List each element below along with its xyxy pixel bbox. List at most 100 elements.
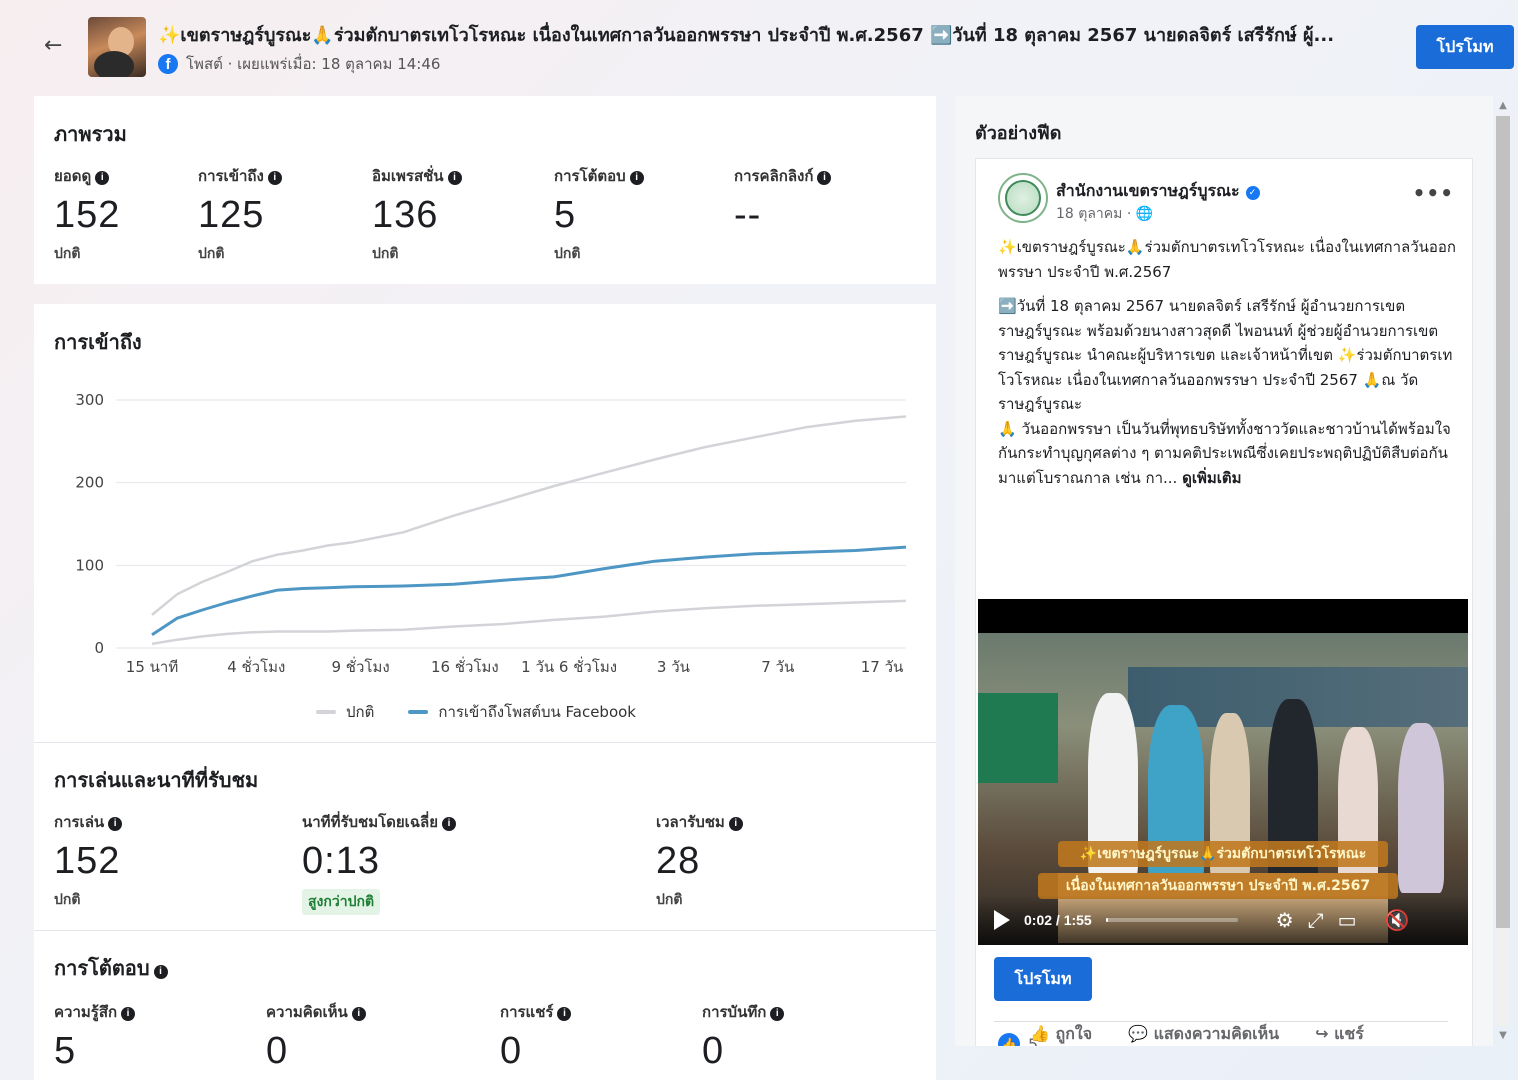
details-card: การเข้าถึง 0 100 200 300 15 นาที 4 ชั่วโมง 9 ช… — [34, 304, 936, 1080]
normal-band-upper-line — [151, 415, 907, 616]
reaction-summary[interactable]: 👍 5 — [998, 1033, 1038, 1046]
metric-value: -- — [734, 194, 762, 236]
section-divider — [34, 930, 936, 931]
metric-value: 152 — [54, 840, 121, 882]
metric-saves: การบันทึก i 0 — [702, 1000, 785, 1073]
scroll-up-icon[interactable]: ▲ — [1499, 100, 1507, 111]
share-action[interactable]: ↪ แชร์ — [1315, 1022, 1364, 1046]
video-sign — [978, 693, 1058, 783]
scrollbar-thumb[interactable] — [1496, 116, 1510, 928]
post-thumbnail — [88, 17, 146, 77]
x-tick-label: 4 ชั่วโมง — [227, 656, 285, 674]
post-actions: 👍 ถูกใจ 💬 แสดงความคิดเห็น ↪ แชร์ — [1030, 1022, 1470, 1046]
x-tick-label: 15 นาที — [126, 658, 178, 674]
like-action[interactable]: 👍 ถูกใจ — [1030, 1022, 1092, 1046]
settings-gear-icon[interactable]: ⚙ — [1275, 908, 1294, 932]
page-name-text: สำนักงานเขตราษฎร์บูรณะ — [1056, 181, 1240, 200]
comment-action[interactable]: 💬 แสดงความคิดเห็น — [1128, 1022, 1279, 1046]
post-paragraph-text: ➡️วันที่ 18 ตุลาคม 2567 นายดลจิตร์ เสรีร… — [998, 297, 1453, 413]
metric-value: 136 — [372, 194, 439, 236]
metric-link-clicks: การคลิกลิงก์ i -- — [734, 164, 832, 237]
info-icon[interactable]: i — [121, 1007, 136, 1021]
y-tick-label: 300 — [75, 391, 104, 409]
metric-label: ความคิดเห็น — [266, 1003, 348, 1021]
metric-comments: ความคิดเห็น i 0 — [266, 1000, 366, 1073]
metric-label: ยอดดู — [54, 167, 92, 185]
comment-icon: 💬 — [1128, 1024, 1148, 1043]
picture-in-picture-icon[interactable]: ▭ — [1337, 908, 1357, 932]
feed-preview-title: ตัวอย่างฟีด — [975, 123, 1062, 144]
metric-label: การเล่น — [54, 813, 105, 831]
post-date: 18 ตุลาคม · 🌐 — [1056, 206, 1154, 222]
info-icon[interactable]: i — [267, 171, 282, 185]
metric-value: 0:13 — [302, 840, 380, 882]
feed-divider — [994, 1021, 1448, 1022]
post-paragraph-text: 🙏 วันออกพรรษา เป็นวันที่พุทธบริษัททั้งชา… — [998, 419, 1451, 487]
y-tick-label: 100 — [75, 556, 104, 574]
legend-label: การเข้าถึงโพสต์บน Facebook — [438, 703, 636, 721]
verified-badge-icon: ✓ — [1245, 186, 1260, 200]
metric-label: อิมเพรสชั่น — [372, 167, 444, 185]
section-divider — [34, 742, 936, 743]
info-icon[interactable]: i — [153, 965, 168, 979]
promote-button[interactable]: โปรโมท — [1416, 25, 1514, 69]
post-reach-line — [151, 545, 907, 637]
info-icon[interactable]: i — [95, 171, 110, 185]
info-icon[interactable]: i — [728, 817, 743, 831]
info-icon[interactable]: i — [447, 171, 462, 185]
metric-value: 0 — [702, 1030, 725, 1072]
metric-label: เวลารับชม — [656, 813, 725, 831]
metric-watch-time: เวลารับชม i 28 ปกติ — [656, 810, 743, 911]
info-icon[interactable]: i — [817, 171, 832, 185]
metric-engagement: การโต้ตอบ i 5 ปกติ — [554, 164, 644, 265]
play-icon[interactable] — [994, 910, 1010, 930]
metric-status: ปกติ — [54, 246, 81, 262]
chart-legend: ปกติ การเข้าถึงโพสต์บน Facebook — [316, 700, 636, 724]
muted-volume-icon[interactable]: 🔇 — [1384, 908, 1410, 932]
page-logo-seal — [1005, 180, 1041, 216]
info-icon[interactable]: i — [108, 817, 123, 831]
y-tick-label: 0 — [94, 639, 104, 657]
metric-avg-watch: นาทีที่รับชมโดยเฉลี่ย i 0:13 สูงกว่าปกติ — [302, 810, 457, 915]
video-person — [1398, 723, 1444, 893]
metric-status: ปกติ — [656, 892, 683, 908]
metric-status: ปกติ — [554, 246, 581, 262]
engagement-title-text: การโต้ตอบ — [54, 956, 150, 980]
x-tick-label: 7 วัน — [761, 658, 794, 674]
info-icon[interactable]: i — [351, 1007, 366, 1021]
page-avatar[interactable] — [998, 173, 1048, 223]
like-action-label: ถูกใจ — [1055, 1024, 1093, 1043]
like-reaction-icon: 👍 — [998, 1033, 1020, 1046]
metric-value: 0 — [266, 1030, 289, 1072]
video-caption: ✨เขตราษฎร์บูรณะ🙏ร่วมตักบาตรเทโวโรหณะ — [1058, 841, 1388, 867]
metric-value: 5 — [554, 194, 577, 236]
legend-item-post-reach: การเข้าถึงโพสต์บน Facebook — [408, 700, 636, 724]
promote-post-button[interactable]: โปรโมท — [994, 957, 1092, 1001]
share-icon: ↪ — [1315, 1024, 1329, 1043]
engagement-title: การโต้ตอบ i — [54, 952, 168, 984]
metric-label: ความรู้สึก — [54, 1003, 118, 1021]
info-icon[interactable]: i — [629, 171, 644, 185]
legend-swatch-post — [408, 710, 429, 714]
info-icon[interactable]: i — [770, 1007, 785, 1021]
reach-chart: 0 100 200 300 15 นาที 4 ชั่วโมง 9 ชั่วโมง 16 ชั… — [34, 374, 936, 676]
feed-preview-card: ตัวอย่างฟีด สำนักงานเขตราษฎร์บูรณะ ✓ 18 ต… — [955, 96, 1493, 1046]
scroll-down-icon[interactable]: ▼ — [1499, 1030, 1507, 1041]
info-icon[interactable]: i — [442, 817, 457, 831]
arrow-left-icon[interactable]: ← — [44, 33, 63, 58]
metric-reactions: ความรู้สึก i 5 — [54, 1000, 136, 1073]
info-icon[interactable]: i — [557, 1007, 572, 1021]
post-paragraph: ➡️วันที่ 18 ตุลาคม 2567 นายดลจิตร์ เสรีร… — [998, 294, 1458, 490]
page-name[interactable]: สำนักงานเขตราษฎร์บูรณะ ✓ — [1056, 179, 1260, 204]
more-options-icon[interactable]: ••• — [1412, 181, 1454, 205]
metric-label: การโต้ตอบ — [554, 167, 626, 185]
metric-plays: การเล่น i 152 ปกติ — [54, 810, 123, 911]
metric-label: การบันทึก — [702, 1003, 767, 1021]
metric-views: ยอดดู i 152 ปกติ — [54, 164, 120, 265]
fullscreen-icon[interactable]: ⤢ — [1307, 908, 1324, 932]
video-progress-bar[interactable] — [1105, 918, 1238, 922]
see-more-link[interactable]: ดูเพิ่มเติม — [1182, 468, 1242, 487]
video-player[interactable]: ✨เขตราษฎร์บูรณะ🙏ร่วมตักบาตรเทโวโรหณะ เนื… — [978, 599, 1468, 945]
legend-item-normal: ปกติ — [316, 700, 374, 724]
feed-scrollbar[interactable]: ▲ ▼ — [1494, 96, 1512, 1046]
